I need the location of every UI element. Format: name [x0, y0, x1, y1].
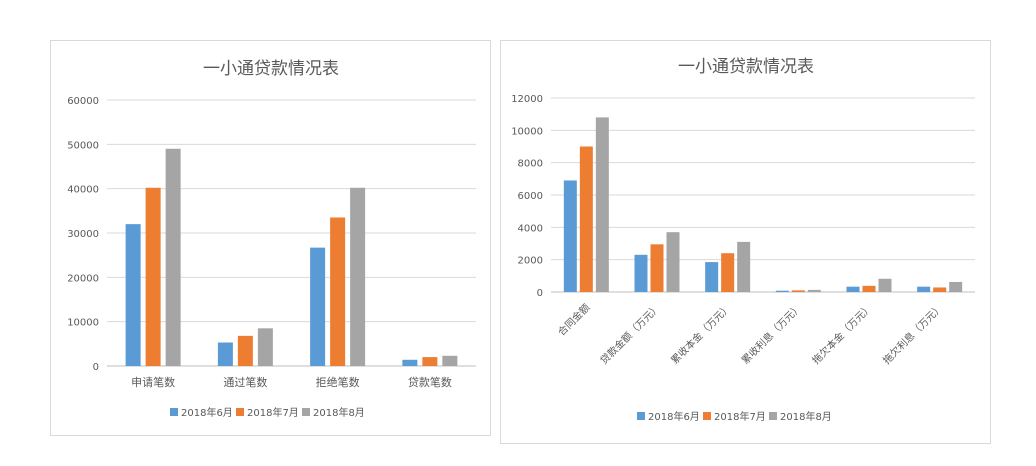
bar: [217, 342, 233, 366]
bar: [125, 224, 141, 366]
x-tick-label: 累收本金（万元）: [668, 301, 734, 367]
bar: [595, 117, 609, 293]
bar: [791, 290, 805, 292]
legend-swatch: [236, 408, 244, 416]
legend-swatch: [302, 408, 310, 416]
chart-panel-amounts: 一小通贷款情况表 0 2000 4000 6000 8000 10000 12000 合同金额…: [500, 40, 991, 444]
legend-swatch: [703, 412, 711, 420]
chart-title: 一小通贷款情况表: [678, 57, 814, 77]
bar: [949, 281, 963, 292]
bar: [666, 232, 680, 292]
bar: [862, 285, 876, 292]
bar: [145, 187, 161, 366]
y-tick-label: 50000: [67, 140, 99, 151]
bar: [933, 287, 947, 292]
legend-label: 2018年8月: [313, 406, 365, 419]
bar: [721, 253, 735, 292]
x-tick-label: 通过笔数: [223, 375, 267, 389]
bar: [563, 180, 577, 292]
y-tick-label: 10000: [511, 126, 543, 137]
chart-svg-applications: 一小通贷款情况表 0 10000 20000 30000 40000 50000 60000…: [67, 59, 476, 419]
x-tick-label: 贷款金额（万元）: [597, 301, 663, 367]
bar: [310, 247, 326, 366]
bar: [442, 355, 458, 366]
bar: [807, 289, 821, 292]
legend-swatch: [637, 412, 645, 420]
y-tick-label: 0: [93, 362, 99, 373]
bar: [634, 254, 648, 292]
bar: [257, 328, 273, 366]
x-tick-label: 申请笔数: [131, 375, 175, 389]
x-tick-label: 合同金额: [555, 301, 592, 338]
y-tick-label: 30000: [67, 229, 99, 240]
y-tick-label: 2000: [518, 256, 543, 267]
bar: [165, 148, 181, 366]
x-tick-label: 拒绝笔数: [316, 375, 360, 389]
bar: [237, 335, 253, 366]
y-tick-label: 10000: [67, 318, 99, 329]
legend-label: 2018年7月: [714, 410, 766, 423]
legend-label: 2018年8月: [780, 410, 832, 423]
x-tick-label: 贷款笔数: [408, 375, 452, 389]
bar: [737, 241, 751, 292]
x-tick-label: 拖欠本金（万元）: [809, 301, 875, 367]
chart-panel-applications: 一小通贷款情况表 0 10000 20000 30000 40000 50000 60000…: [50, 40, 491, 436]
y-tick-label: 20000: [67, 273, 99, 284]
y-tick-label: 4000: [518, 223, 543, 234]
bar: [846, 286, 860, 292]
bar: [402, 359, 418, 366]
bar: [422, 357, 438, 366]
bar: [878, 278, 892, 292]
legend-label: 2018年6月: [648, 410, 700, 423]
y-tick-label: 40000: [67, 185, 99, 196]
bar: [650, 244, 664, 292]
bar: [330, 217, 346, 366]
legend-swatch: [170, 408, 178, 416]
x-tick-label: 拖欠利息（万元）: [880, 301, 946, 367]
y-tick-label: 12000: [511, 94, 543, 105]
y-tick-label: 0: [537, 288, 543, 299]
legend-label: 2018年7月: [247, 406, 299, 419]
bar: [350, 187, 366, 366]
x-tick-label: 累收利息（万元）: [739, 301, 805, 367]
y-tick-label: 8000: [518, 159, 543, 170]
y-tick-label: 60000: [67, 96, 99, 107]
bar: [579, 146, 593, 292]
chart-svg-amounts: 一小通贷款情况表 0 2000 4000 6000 8000 10000 12000 合同金额…: [511, 57, 975, 423]
legend-swatch: [769, 412, 777, 420]
chart-title: 一小通贷款情况表: [203, 59, 339, 79]
bar: [705, 262, 719, 292]
bar: [775, 290, 789, 292]
legend-label: 2018年6月: [181, 406, 233, 419]
y-tick-label: 6000: [518, 191, 543, 202]
bar: [917, 286, 931, 292]
